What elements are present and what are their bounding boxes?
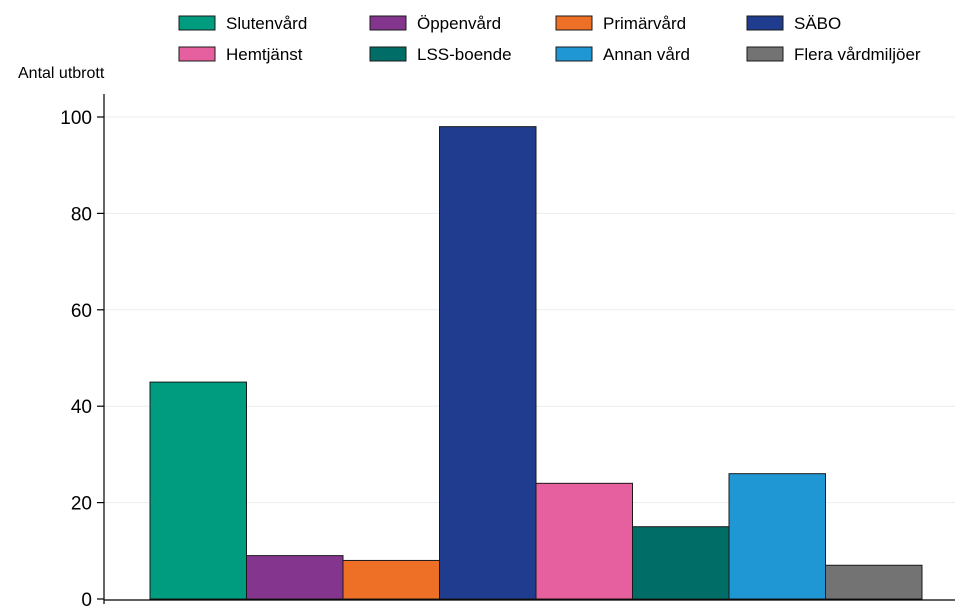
legend-swatch xyxy=(746,15,784,31)
legend-label: Annan vård xyxy=(603,45,690,64)
y-tick-label: 20 xyxy=(71,494,92,515)
legend-item: Annan vård xyxy=(555,45,690,64)
legend-swatch xyxy=(178,15,216,31)
y-axis: 0 20 40 60 80 100 xyxy=(60,94,955,608)
legend-label: LSS-boende xyxy=(417,45,512,64)
y-tick-label: 80 xyxy=(71,204,92,225)
legend-swatch xyxy=(555,15,593,31)
bar-lss-boende xyxy=(632,526,730,600)
bar-slutenvård xyxy=(149,381,247,600)
bar-annan-vård xyxy=(728,473,826,600)
legend-item: Primärvård xyxy=(555,14,686,33)
legend-label: Öppenvård xyxy=(417,14,501,33)
bar-primärvård xyxy=(342,559,440,600)
bar-öppenvård xyxy=(246,555,344,600)
legend-label: SÄBO xyxy=(794,14,841,33)
legend-label: Hemtjänst xyxy=(226,45,303,64)
legend: Slutenvård Öppenvård Primärvård SÄBO Hemtjän… xyxy=(178,14,921,64)
legend-swatch xyxy=(369,15,407,31)
legend-swatch xyxy=(369,46,407,62)
y-tick-label: 40 xyxy=(71,397,92,418)
legend-item: Flera vårdmiljöer xyxy=(746,45,921,64)
y-axis-label: Antal utbrott xyxy=(18,65,105,82)
legend-item: Slutenvård xyxy=(178,14,307,33)
bar-flera-vårdmiljöer xyxy=(825,564,923,600)
legend-swatch xyxy=(178,46,216,62)
y-tick-label: 100 xyxy=(60,108,92,129)
bars xyxy=(149,126,923,600)
legend-label: Flera vårdmiljöer xyxy=(794,45,921,64)
legend-item: Hemtjänst xyxy=(178,45,303,64)
legend-label: Primärvård xyxy=(603,14,686,33)
y-tick-label: 60 xyxy=(71,301,92,322)
legend-label: Slutenvård xyxy=(226,14,307,33)
legend-swatch xyxy=(555,46,593,62)
legend-item: LSS-boende xyxy=(369,45,512,64)
legend-item: Öppenvård xyxy=(369,14,501,33)
bar-säbo xyxy=(439,126,537,600)
bar-hemtjänst xyxy=(535,482,633,600)
legend-swatch xyxy=(746,46,784,62)
legend-item: SÄBO xyxy=(746,14,841,33)
y-tick-label: 0 xyxy=(81,590,92,608)
